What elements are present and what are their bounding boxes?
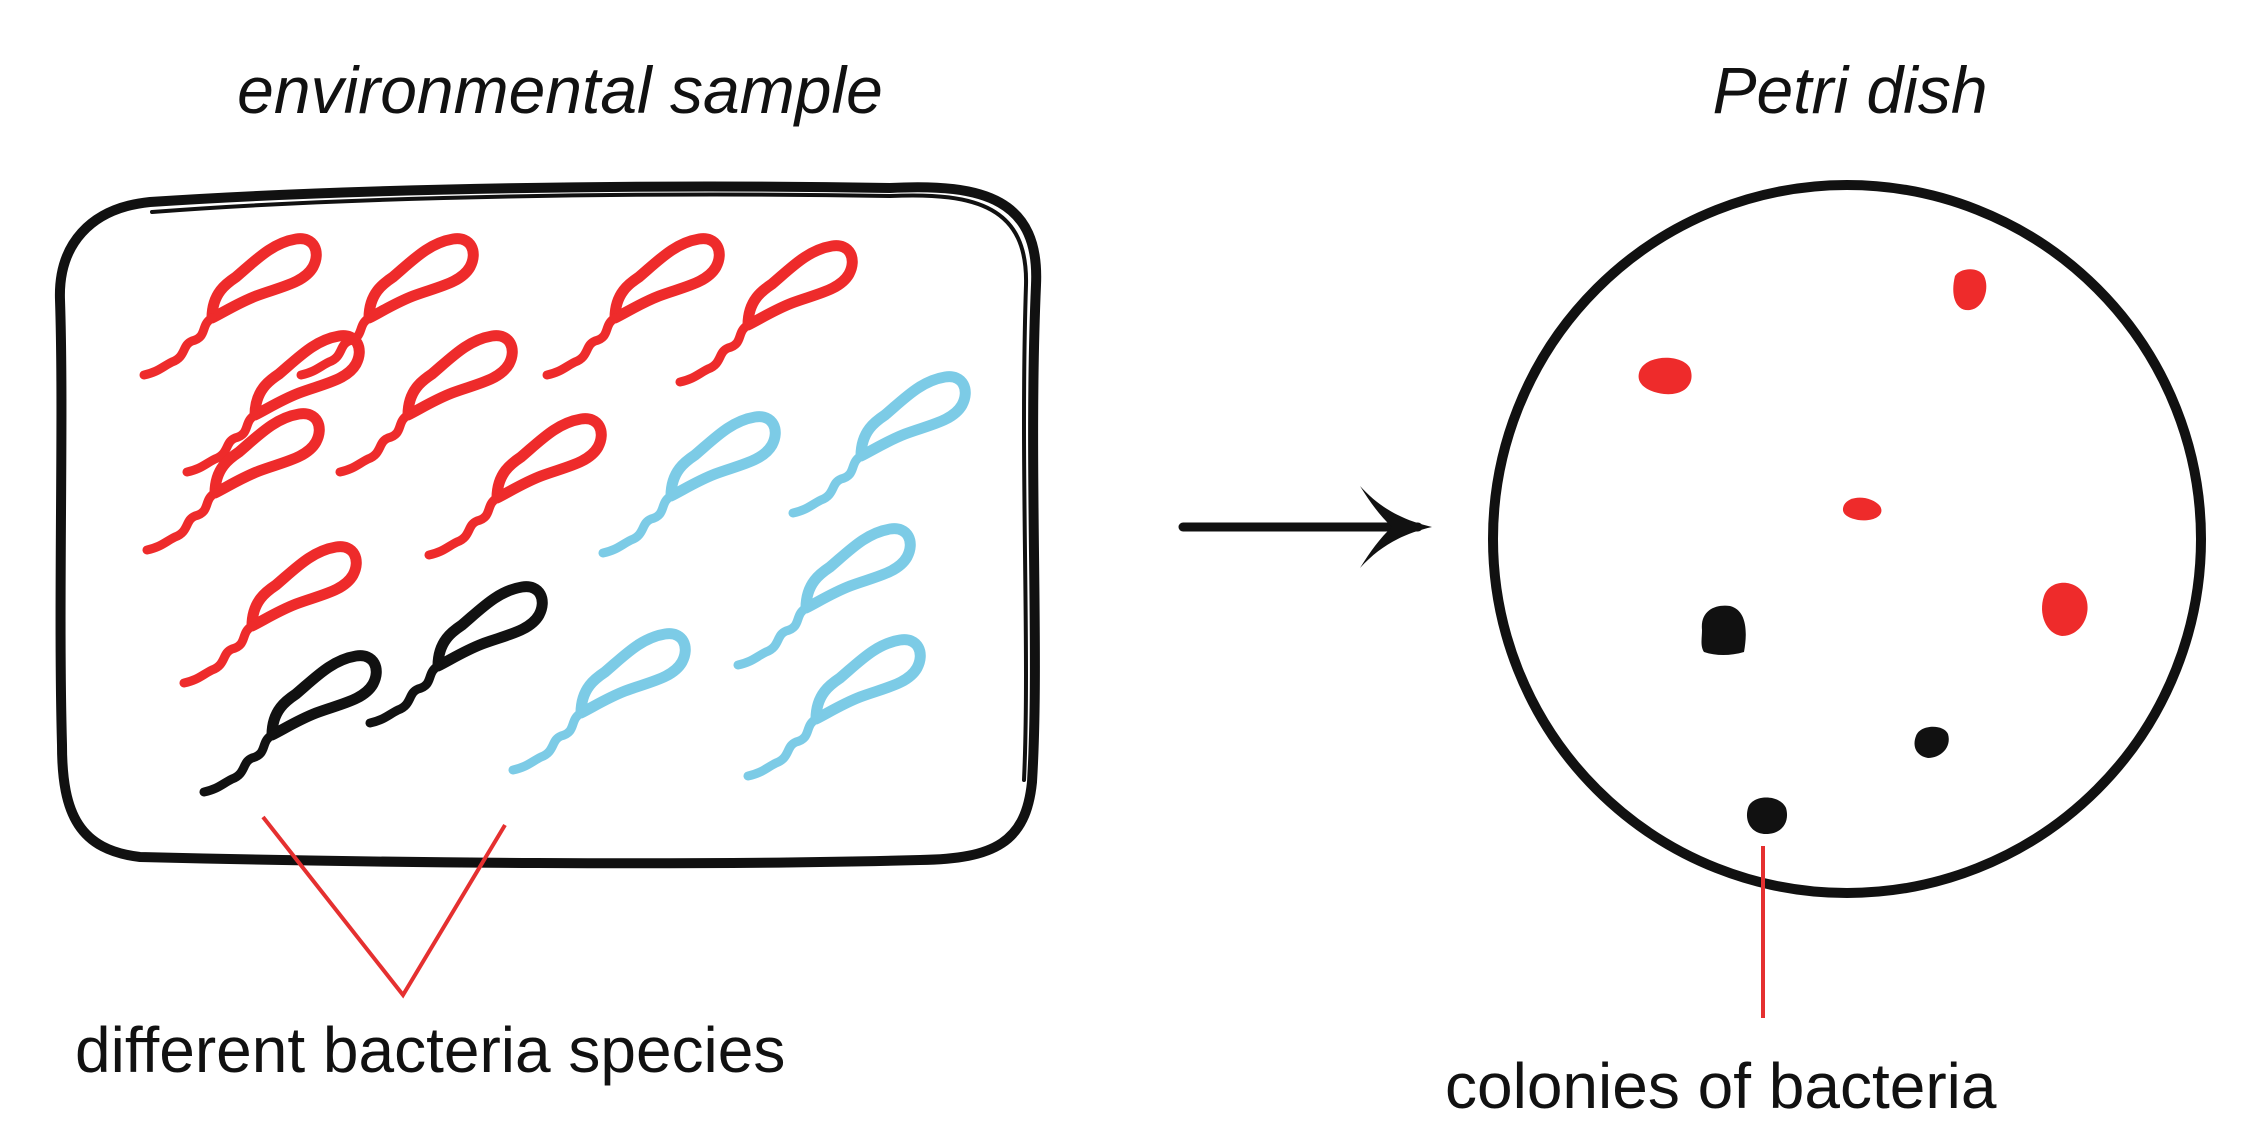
sample-container (54, 181, 1042, 869)
species-callout (261, 815, 507, 999)
bacterium-black (370, 587, 542, 723)
bacteria-group (144, 239, 965, 792)
species-label: different bacteria species (75, 1014, 785, 1086)
bacterium-red (340, 336, 512, 472)
bacterium-red (547, 239, 719, 375)
bacterium-blue (513, 634, 685, 770)
sample-title: environmental sample (237, 53, 883, 127)
bacterium-blue (603, 417, 775, 553)
bacterium-black (204, 656, 376, 792)
right-arrow-icon (1178, 486, 1432, 568)
sample-container-inner-stroke (150, 192, 1029, 782)
colony-red-4 (2042, 582, 2088, 636)
petri-dish-title: Petri dish (1712, 53, 1987, 127)
bacterium-blue (748, 640, 920, 776)
bacterium-blue (793, 377, 965, 513)
colony-black-2 (1914, 726, 1949, 758)
bacterium-red (429, 419, 601, 555)
colony-red-2 (1638, 357, 1692, 395)
bacterium-red (144, 239, 316, 375)
colony-black-3 (1746, 797, 1788, 834)
colony-black-1 (1701, 605, 1746, 655)
colonies-label: colonies of bacteria (1445, 1050, 1997, 1122)
colony-red-1 (1953, 269, 1987, 311)
colony-red-3 (1842, 497, 1882, 521)
colonies-group (1638, 269, 2088, 834)
bacterium-red (680, 246, 852, 382)
petri-dish-circle (1488, 180, 2206, 898)
